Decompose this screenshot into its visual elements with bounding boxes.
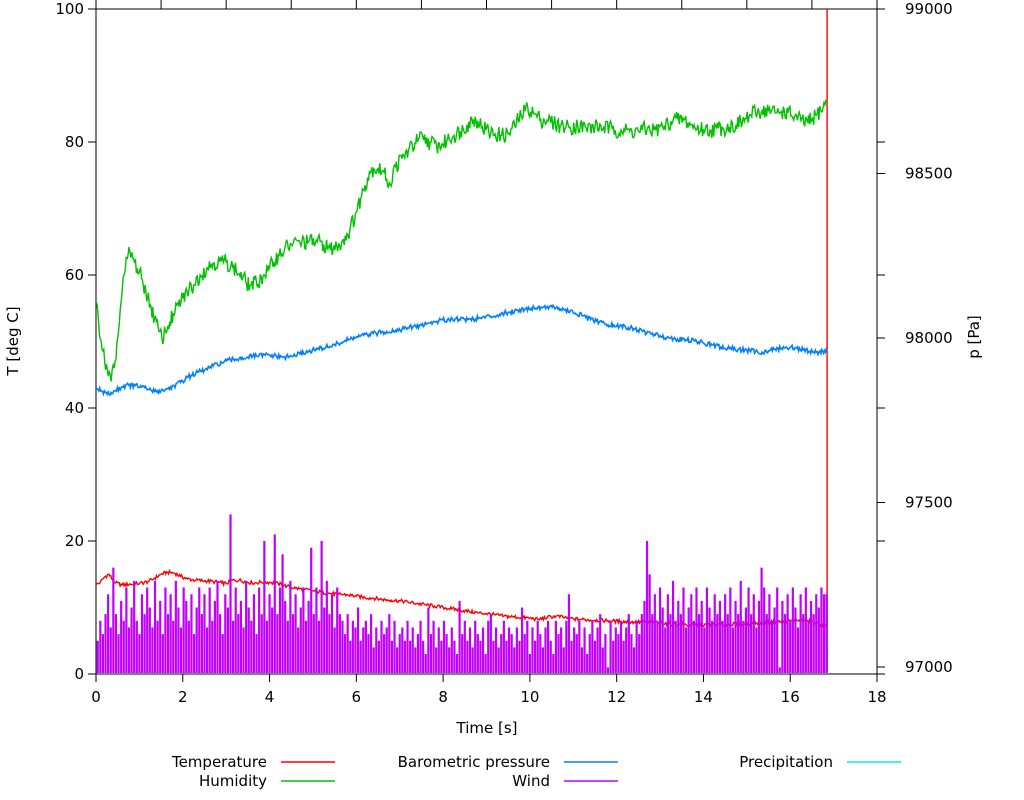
- y-left-tick-label: 40: [65, 399, 84, 417]
- y-right-tick-label: 98000: [905, 329, 953, 347]
- x-tick-label: 2: [178, 688, 188, 706]
- y-left-tick-label: 100: [55, 0, 84, 18]
- y-left-tick-label: 80: [65, 133, 84, 151]
- y-right-tick-label: 99000: [905, 0, 953, 18]
- x-axis-title: Time [s]: [456, 719, 518, 737]
- y-right-tick-label: 98500: [905, 165, 953, 183]
- plot-series: [96, 9, 828, 674]
- legend-label-humidity: Humidity: [199, 772, 267, 790]
- x-tick-label: 10: [520, 688, 539, 706]
- y-right-tick-label: 97500: [905, 494, 953, 512]
- series-temperature: [96, 9, 828, 673]
- legend-label-precipitation: Precipitation: [739, 753, 833, 771]
- y-left-axis-title: T [deg C]: [4, 306, 22, 376]
- x-tick-label: 14: [694, 688, 713, 706]
- x-tick-label: 12: [607, 688, 626, 706]
- legend-label-wind: Wind: [512, 772, 550, 790]
- x-tick-label: 6: [352, 688, 362, 706]
- y-right-tick-label: 97000: [905, 658, 953, 676]
- legend-label-barometric-pressure: Barometric pressure: [398, 753, 550, 771]
- x-tick-label: 8: [438, 688, 448, 706]
- legend-label-temperature: Temperature: [171, 753, 267, 771]
- y-left-tick-label: 60: [65, 266, 84, 284]
- x-tick-label: 18: [867, 688, 886, 706]
- series-wind-spikes: [96, 514, 828, 674]
- y-right-axis-title: p [Pa]: [965, 315, 983, 359]
- axes: 0 2 4 6 8 10 12 14 16 18 0 20 40 60 80 100 97000 97500 980…: [55, 0, 953, 706]
- series-barometric-pressure: [96, 303, 828, 397]
- y-left-tick-label: 20: [65, 532, 84, 550]
- x-tick-label: 4: [265, 688, 275, 706]
- legend: Temperature Humidity Barometric pressure…: [171, 753, 901, 790]
- x-tick-label: 16: [781, 688, 800, 706]
- y-left-tick-label: 0: [74, 665, 84, 683]
- plot-frame: [95, 8, 878, 675]
- x-tick-label: 0: [91, 688, 101, 706]
- series-humidity: [96, 98, 828, 382]
